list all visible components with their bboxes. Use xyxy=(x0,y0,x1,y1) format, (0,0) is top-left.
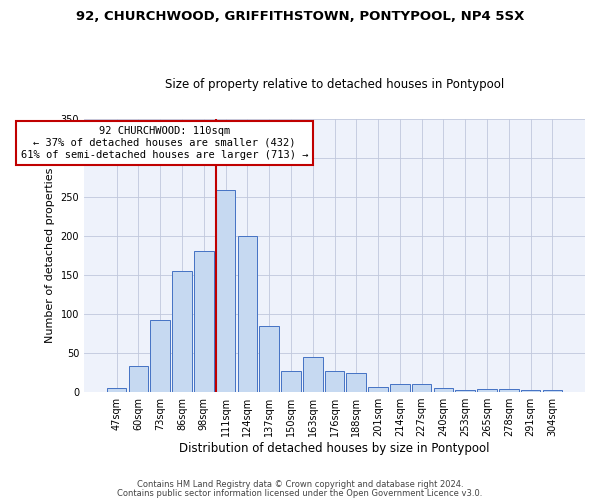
Bar xyxy=(542,390,562,392)
Bar xyxy=(455,390,475,392)
Bar xyxy=(238,236,257,392)
Bar xyxy=(281,371,301,392)
Bar xyxy=(259,326,279,392)
Text: 92, CHURCHWOOD, GRIFFITHSTOWN, PONTYPOOL, NP4 5SX: 92, CHURCHWOOD, GRIFFITHSTOWN, PONTYPOOL… xyxy=(76,10,524,23)
Bar xyxy=(412,384,431,392)
Bar xyxy=(128,366,148,392)
Bar xyxy=(368,386,388,392)
Bar xyxy=(434,388,453,392)
Bar xyxy=(346,372,366,392)
Bar xyxy=(521,390,541,392)
Text: Contains HM Land Registry data © Crown copyright and database right 2024.: Contains HM Land Registry data © Crown c… xyxy=(137,480,463,489)
Bar xyxy=(216,190,235,392)
Text: 92 CHURCHWOOD: 110sqm
← 37% of detached houses are smaller (432)
61% of semi-det: 92 CHURCHWOOD: 110sqm ← 37% of detached … xyxy=(21,126,308,160)
Title: Size of property relative to detached houses in Pontypool: Size of property relative to detached ho… xyxy=(165,78,504,91)
Bar xyxy=(151,320,170,392)
Bar xyxy=(477,389,497,392)
Bar xyxy=(194,252,214,392)
Bar xyxy=(172,271,192,392)
Bar xyxy=(325,371,344,392)
Bar xyxy=(107,388,127,392)
Bar xyxy=(390,384,410,392)
Y-axis label: Number of detached properties: Number of detached properties xyxy=(45,168,55,343)
Bar xyxy=(303,357,323,392)
X-axis label: Distribution of detached houses by size in Pontypool: Distribution of detached houses by size … xyxy=(179,442,490,455)
Text: Contains public sector information licensed under the Open Government Licence v3: Contains public sector information licen… xyxy=(118,489,482,498)
Bar xyxy=(499,389,518,392)
